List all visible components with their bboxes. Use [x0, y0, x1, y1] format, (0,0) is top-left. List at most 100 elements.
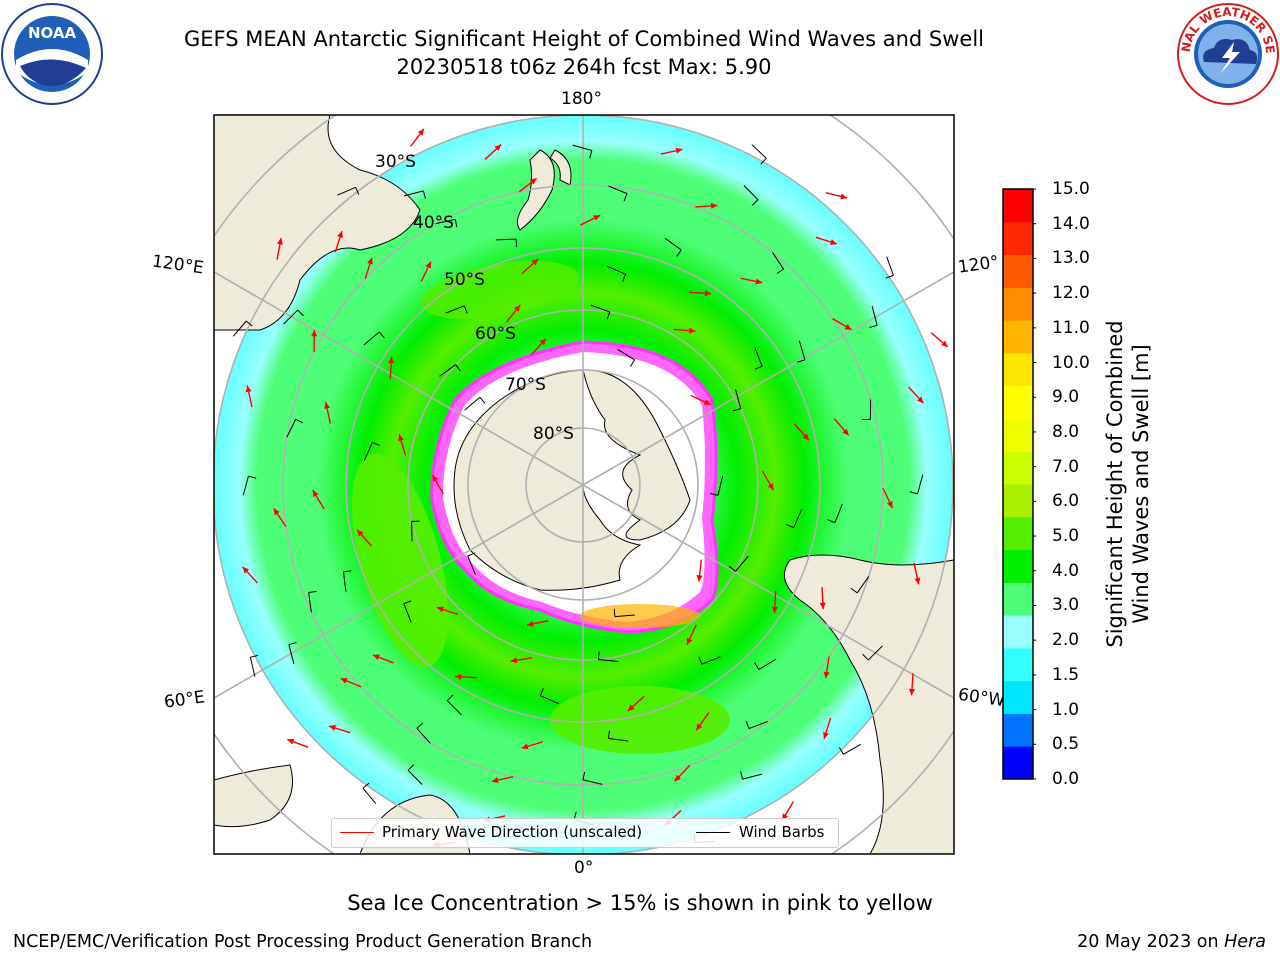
colorbar-swatch [1003, 320, 1033, 354]
legend-label-wave-direction: Primary Wave Direction (unscaled) [382, 823, 643, 841]
wave-direction-arrowhead [494, 144, 502, 152]
footer-branch: NCEP/EMC/Verification Post Processing Pr… [13, 932, 593, 952]
sea-ice-note: Sea Ice Concentration > 15% is shown in … [347, 891, 933, 915]
wave-direction-arrowhead [324, 402, 331, 409]
wind-barb [435, 218, 456, 225]
wind-barb [403, 603, 412, 623]
wind-barb-flag [248, 475, 257, 479]
legend-label-wind-barbs: Wind Barbs [739, 823, 825, 841]
wave-direction-arrowhead [823, 671, 830, 679]
wave-direction-arrowhead [454, 673, 462, 680]
wind-barb [242, 475, 249, 496]
wind-barb-flag [454, 219, 458, 228]
wind-barb-flag [463, 305, 468, 314]
wind-barb [283, 309, 299, 325]
wave-direction-arrowhead [245, 385, 252, 393]
wind-barb [614, 614, 635, 618]
colorbar-tick-label: 6.0 [1052, 491, 1080, 512]
wave-direction-arrowhead [696, 575, 703, 582]
wave-direction-arrowhead [674, 774, 682, 782]
wind-barb [288, 644, 295, 665]
wind-barb-flag [862, 653, 869, 661]
wave-direction-arrowhead [916, 396, 924, 404]
wind-barb [337, 186, 356, 196]
wave-direction-arrowhead [675, 147, 683, 154]
wind-barb-flag [776, 268, 784, 274]
colorbar-swatch [1003, 189, 1033, 223]
wave-direction-arrowhead [703, 399, 711, 405]
wind-barb [843, 743, 861, 755]
wind-barb [793, 509, 803, 528]
wave-direction-arrowhead [689, 327, 696, 334]
wave-direction-arrowhead [802, 433, 810, 441]
colorbar-swatch [1003, 287, 1033, 321]
wave-direction-arrowhead [521, 743, 529, 750]
wind-barb-flag [295, 418, 304, 424]
wave-direction-arrowhead [531, 258, 539, 266]
colorbar-tick-label: 1.0 [1052, 699, 1080, 720]
wind-barb-flag [623, 193, 628, 202]
wave-direction-arrowhead [941, 340, 948, 348]
colorbar-swatch [1003, 254, 1033, 288]
wind-barb-flag [745, 720, 750, 729]
wind-barb [232, 320, 247, 337]
wind-barb-flag [676, 249, 682, 257]
colorbar-tick-label: 4.0 [1052, 560, 1080, 581]
lon-label-180: 180° [561, 89, 602, 109]
wind-barb-flag [698, 656, 703, 665]
colorbar-swatch [1003, 713, 1033, 747]
footer-date-text: 20 May 2023 on [1077, 932, 1225, 952]
wave-direction-arrowhead [432, 474, 439, 482]
wind-barb-flag [797, 359, 806, 363]
wind-barb-flag [622, 274, 627, 282]
wave-direction-arrowhead [340, 678, 348, 684]
colorbar-tick-label: 12.0 [1052, 283, 1090, 304]
wind-barb-flag [455, 364, 461, 372]
wind-barb-flag [740, 771, 744, 780]
title-line-2: 20230518 t06z 264h fcst Max: 5.90 [396, 55, 772, 79]
wave-direction-arrowhead [510, 657, 518, 664]
colorbar-swatch [1003, 615, 1033, 649]
wind-barb-flag [245, 320, 253, 327]
wind-barb [446, 700, 462, 716]
wave-direction-arrowhead [329, 725, 336, 731]
wind-barb-flag [760, 157, 767, 165]
wind-barb [608, 738, 629, 742]
wind-barb [754, 347, 763, 367]
colorbar-tick-label: 9.0 [1052, 387, 1080, 408]
wave-direction-arrowhead [627, 704, 635, 712]
wave-direction-arrowhead [755, 278, 763, 285]
wind-barb [886, 256, 894, 276]
wind-barb-flag [355, 187, 360, 195]
wind-barb-flag [613, 608, 616, 617]
wave-direction-arrowhead [539, 338, 547, 346]
colorbar-tick-label: 8.0 [1052, 421, 1080, 442]
map-legend: Primary Wave Direction (unscaled) Wind B… [331, 818, 839, 848]
colorbar-tick-label: 14.0 [1052, 213, 1090, 234]
wave-direction-arrowhead [526, 620, 534, 627]
colorbar-swatch [1003, 516, 1033, 551]
wind-barb [445, 305, 465, 314]
wind-barb-flag [288, 642, 297, 646]
colorbar-swatch [1003, 418, 1033, 452]
wind-barb [308, 592, 312, 613]
wind-barb-flag [250, 654, 259, 658]
wind-barb-flag [416, 722, 424, 729]
wind-barb-flag [710, 493, 719, 496]
wind-barb [735, 389, 742, 409]
wind-barb [439, 364, 457, 377]
wave-direction-arrowhead [242, 566, 250, 574]
wind-barb-flag [827, 519, 836, 524]
wind-barb-flag [732, 408, 741, 412]
wind-barb-flag [422, 190, 426, 199]
wind-barb [701, 656, 721, 665]
wind-barb-flag [582, 771, 586, 780]
wind-barb-flag [589, 150, 593, 159]
colorbar-swatch [1003, 746, 1033, 780]
wind-barb [403, 190, 424, 197]
wave-direction-arrowhead [417, 128, 425, 136]
wave-direction-arrowhead [398, 434, 404, 442]
wave-direction-arrowhead [367, 257, 373, 265]
footer-machine: Hera [1224, 932, 1266, 952]
